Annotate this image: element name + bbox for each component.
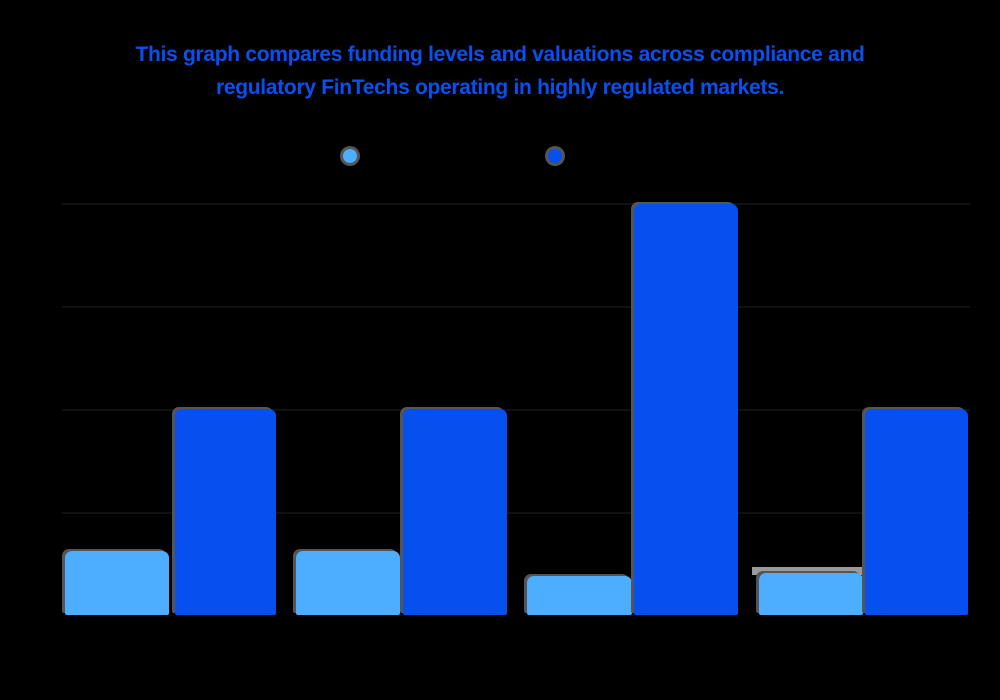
bar-value-label-company-4 <box>752 567 864 575</box>
bar-funding-company-1[interactable] <box>65 551 169 615</box>
gridline-4 <box>62 203 970 205</box>
bar-valuation-company-3[interactable] <box>634 204 738 615</box>
chart-title: This graph compares funding levels and v… <box>60 38 940 104</box>
legend-label-valuation: Valuation <box>572 148 630 164</box>
bar-valuation-company-1[interactable] <box>175 409 276 615</box>
legend-item-valuation[interactable]: Valuation <box>548 145 629 167</box>
bar-funding-company-2[interactable] <box>296 551 400 615</box>
bar-valuation-company-2[interactable] <box>403 409 507 615</box>
bar-funding-company-3[interactable] <box>527 576 632 615</box>
bar-valuation-company-4[interactable] <box>865 409 968 615</box>
legend-label-funding: Funding <box>367 148 418 164</box>
legend-item-funding[interactable]: Funding <box>343 145 418 167</box>
chart-legend: Funding Valuation <box>0 145 1000 167</box>
bar-funding-company-4[interactable] <box>759 573 863 615</box>
chart-title-line-1: This graph compares funding levels and v… <box>135 43 865 66</box>
chart-title-line-2: regulatory FinTechs operating in highly … <box>216 76 784 99</box>
legend-dot-funding-icon <box>343 149 357 163</box>
gridline-3 <box>62 306 970 308</box>
legend-dot-valuation-icon <box>548 149 562 163</box>
gridline-2 <box>62 409 970 411</box>
gridline-1 <box>62 512 970 514</box>
